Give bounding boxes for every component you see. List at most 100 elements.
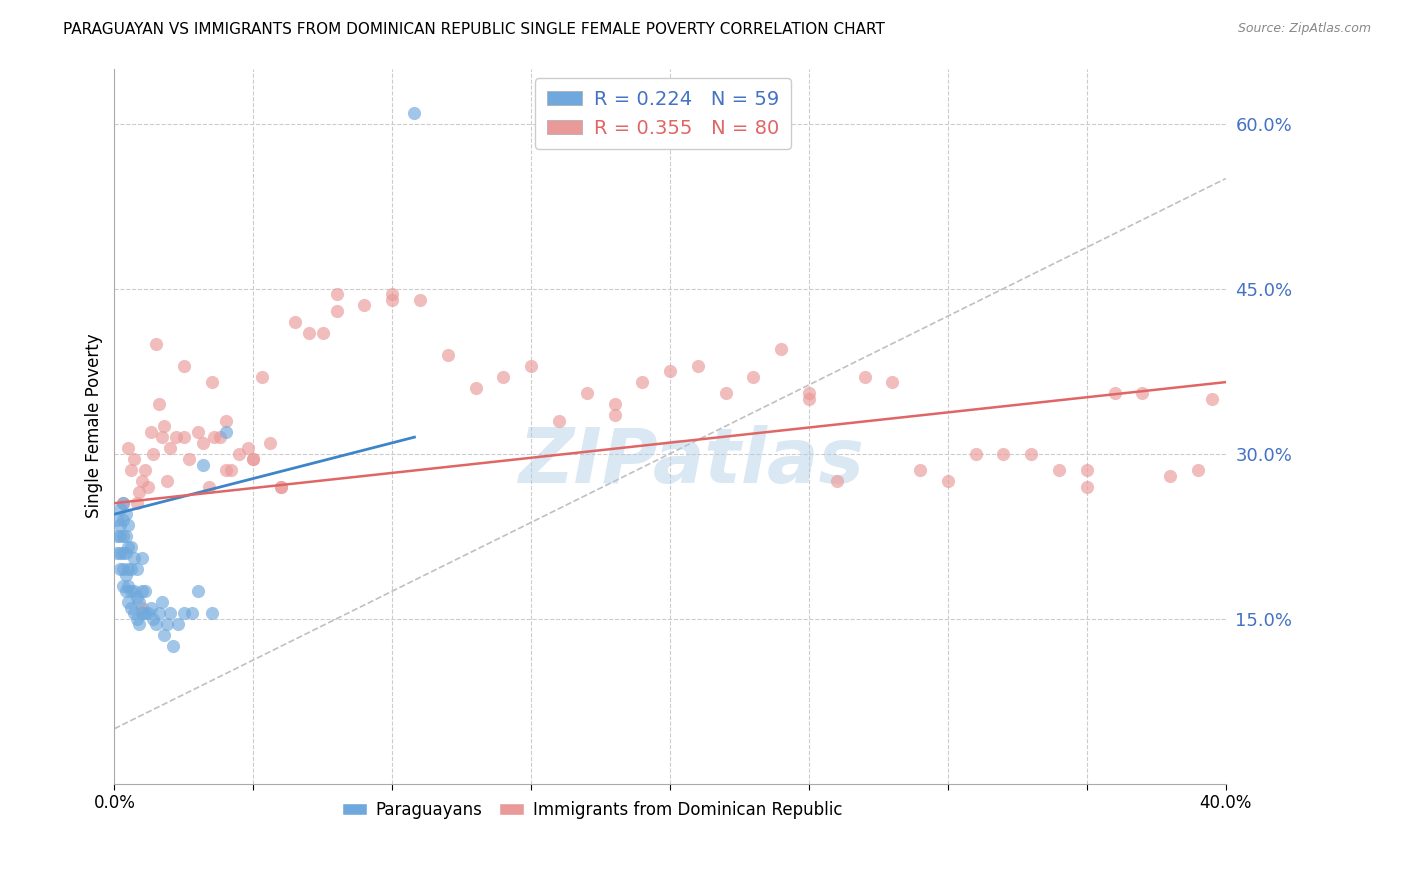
- Point: [228, 447, 250, 461]
- Point: [114, 507, 136, 521]
- Point: [111, 529, 134, 543]
- Point: [353, 298, 375, 312]
- Point: [108, 518, 131, 533]
- Point: [159, 441, 181, 455]
- Point: [156, 617, 179, 632]
- Point: [603, 408, 626, 422]
- Point: [122, 584, 145, 599]
- Point: [548, 414, 571, 428]
- Point: [1019, 447, 1042, 461]
- Point: [131, 600, 153, 615]
- Point: [201, 375, 224, 389]
- Point: [131, 606, 153, 620]
- Point: [1076, 480, 1098, 494]
- Point: [128, 485, 150, 500]
- Point: [259, 435, 281, 450]
- Point: [167, 617, 190, 632]
- Point: [125, 590, 148, 604]
- Point: [162, 639, 184, 653]
- Point: [105, 529, 128, 543]
- Legend: Paraguayans, Immigrants from Dominican Republic: Paraguayans, Immigrants from Dominican R…: [336, 794, 849, 825]
- Point: [659, 364, 682, 378]
- Point: [181, 606, 204, 620]
- Point: [165, 430, 187, 444]
- Point: [117, 441, 139, 455]
- Point: [436, 348, 458, 362]
- Point: [242, 452, 264, 467]
- Point: [148, 397, 170, 411]
- Point: [325, 287, 347, 301]
- Point: [108, 546, 131, 560]
- Point: [134, 463, 156, 477]
- Point: [128, 617, 150, 632]
- Point: [117, 562, 139, 576]
- Point: [882, 375, 904, 389]
- Point: [159, 606, 181, 620]
- Point: [993, 447, 1015, 461]
- Point: [214, 414, 236, 428]
- Point: [797, 392, 820, 406]
- Point: [122, 452, 145, 467]
- Point: [193, 435, 215, 450]
- Point: [404, 105, 426, 120]
- Point: [381, 293, 404, 307]
- Point: [187, 425, 209, 439]
- Point: [1159, 468, 1181, 483]
- Point: [936, 474, 959, 488]
- Point: [122, 551, 145, 566]
- Point: [105, 546, 128, 560]
- Point: [142, 612, 165, 626]
- Point: [193, 458, 215, 472]
- Point: [156, 474, 179, 488]
- Text: PARAGUAYAN VS IMMIGRANTS FROM DOMINICAN REPUBLIC SINGLE FEMALE POVERTY CORRELATI: PARAGUAYAN VS IMMIGRANTS FROM DOMINICAN …: [63, 22, 886, 37]
- Point: [187, 584, 209, 599]
- Point: [125, 612, 148, 626]
- Point: [117, 540, 139, 554]
- Point: [464, 381, 486, 395]
- Point: [250, 369, 273, 384]
- Point: [139, 425, 162, 439]
- Point: [298, 326, 321, 340]
- Point: [117, 579, 139, 593]
- Point: [136, 480, 159, 494]
- Point: [204, 430, 226, 444]
- Y-axis label: Single Female Poverty: Single Female Poverty: [86, 334, 103, 518]
- Point: [111, 562, 134, 576]
- Point: [120, 540, 142, 554]
- Point: [312, 326, 335, 340]
- Point: [125, 496, 148, 510]
- Point: [150, 430, 173, 444]
- Point: [148, 606, 170, 620]
- Point: [520, 359, 543, 373]
- Point: [136, 606, 159, 620]
- Point: [120, 562, 142, 576]
- Point: [173, 430, 195, 444]
- Point: [714, 386, 737, 401]
- Point: [114, 546, 136, 560]
- Point: [797, 386, 820, 401]
- Point: [219, 463, 242, 477]
- Point: [208, 430, 231, 444]
- Point: [214, 463, 236, 477]
- Point: [120, 463, 142, 477]
- Point: [120, 584, 142, 599]
- Point: [1047, 463, 1070, 477]
- Point: [131, 584, 153, 599]
- Text: ZIPatlas: ZIPatlas: [519, 425, 865, 499]
- Point: [201, 606, 224, 620]
- Point: [242, 452, 264, 467]
- Point: [145, 336, 167, 351]
- Point: [173, 606, 195, 620]
- Point: [142, 447, 165, 461]
- Point: [153, 628, 176, 642]
- Point: [908, 463, 931, 477]
- Point: [134, 584, 156, 599]
- Point: [153, 419, 176, 434]
- Point: [145, 617, 167, 632]
- Point: [128, 595, 150, 609]
- Point: [111, 546, 134, 560]
- Point: [270, 480, 292, 494]
- Point: [631, 375, 654, 389]
- Point: [1132, 386, 1154, 401]
- Point: [853, 369, 876, 384]
